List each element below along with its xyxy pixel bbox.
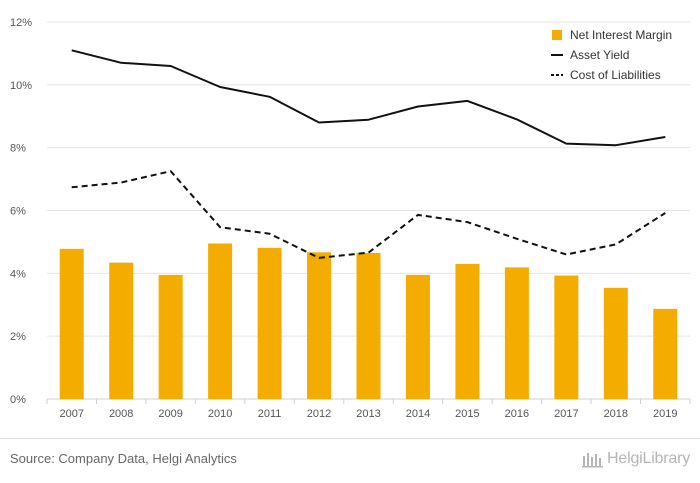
x-tick-label: 2007 [59,408,83,420]
x-tick-label: 2012 [307,408,331,420]
x-tick-label: 2013 [356,408,380,420]
bar-net-interest-margin[interactable] [405,274,430,399]
x-tick-label: 2017 [554,408,578,420]
y-tick-label: 0% [10,394,26,406]
x-tick-label: 2011 [258,408,282,420]
bar-net-interest-margin[interactable] [158,274,183,399]
legend-swatch-net-interest-margin [552,30,562,40]
bar-net-interest-margin[interactable] [59,248,84,399]
x-tick-label: 2015 [455,408,479,420]
line-asset-yield[interactable] [71,49,666,147]
x-tick-label: 2018 [604,408,628,420]
y-tick-label: 2% [10,331,26,343]
line-cost-of-liabilities[interactable] [71,170,666,259]
brand-logo[interactable]: HelgiLibrary [582,450,690,468]
y-tick-label: 10% [10,80,32,92]
x-tick-label: 2008 [109,408,133,420]
legend-label: Cost of Liabilities [570,68,661,82]
bar-net-interest-margin[interactable] [504,267,529,399]
footer: Source: Company Data, Helgi Analytics He… [0,438,700,483]
source-note: Source: Company Data, Helgi Analytics [10,451,237,466]
x-tick-label: 2014 [406,408,430,420]
x-tick-label: 2019 [653,408,677,420]
y-tick-label: 6% [10,206,26,218]
bar-net-interest-margin[interactable] [307,252,332,399]
library-icon [582,453,604,468]
chart: 0% 2% 4% 6% 8% 10% 12% 2007 2008 2009 2010 2011 2012… [10,17,691,420]
x-tick-label: 2009 [158,408,182,420]
bar-net-interest-margin[interactable] [109,262,134,399]
bar-net-interest-margin[interactable] [603,287,628,399]
x-tick-label: 2016 [505,408,529,420]
y-tick-label: 8% [10,143,26,155]
y-tick-label: 12% [10,17,32,29]
legend-label: Asset Yield [570,48,629,62]
brand-name: HelgiLibrary [607,450,690,467]
bar-net-interest-margin[interactable] [257,247,282,399]
bar-net-interest-margin[interactable] [455,263,480,399]
bar-net-interest-margin[interactable] [208,243,233,399]
y-tick-label: 4% [10,268,26,280]
footer-divider [0,438,700,439]
x-tick-label: 2010 [208,408,232,420]
legend-label: Net Interest Margin [570,28,672,42]
bar-net-interest-margin[interactable] [653,308,678,399]
bar-net-interest-margin[interactable] [554,275,579,399]
bar-net-interest-margin[interactable] [356,252,381,399]
